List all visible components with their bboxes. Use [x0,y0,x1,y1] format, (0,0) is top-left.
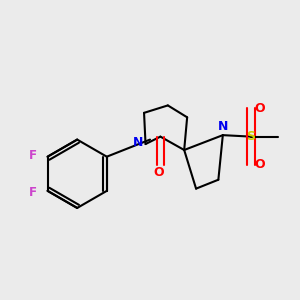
Text: N: N [133,136,143,149]
Text: O: O [255,158,265,171]
Text: O: O [255,102,265,115]
Text: O: O [154,166,164,179]
Text: F: F [29,149,37,162]
Text: S: S [247,130,256,143]
Text: N: N [218,120,228,133]
Text: F: F [29,186,37,199]
